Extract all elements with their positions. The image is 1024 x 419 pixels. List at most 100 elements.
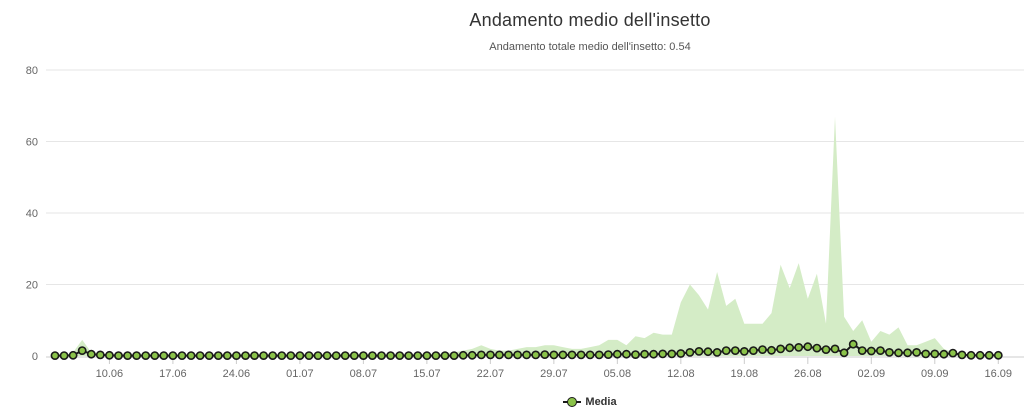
media-point xyxy=(367,351,377,360)
media-point xyxy=(803,342,813,352)
media-point xyxy=(295,351,305,360)
media-point xyxy=(77,346,87,355)
x-tick-label: 01.07 xyxy=(286,368,314,380)
media-point xyxy=(839,348,849,358)
media-point xyxy=(177,351,187,360)
media-point xyxy=(222,351,232,360)
media-point xyxy=(422,351,432,360)
media-point xyxy=(576,350,586,360)
media-point xyxy=(241,351,250,360)
media-point xyxy=(966,350,976,360)
media-point xyxy=(667,349,677,359)
media-point xyxy=(340,351,350,360)
x-tick-label: 24.06 xyxy=(223,368,251,380)
media-point xyxy=(612,349,622,359)
chart-subtitle: Andamento totale medio dell'insetto: 0.5… xyxy=(489,41,691,53)
legend[interactable]: Media xyxy=(0,396,1024,408)
media-point xyxy=(721,346,731,355)
media-point xyxy=(821,345,831,354)
media-point xyxy=(540,350,550,359)
media-point xyxy=(213,351,223,360)
media-point xyxy=(485,350,495,360)
media-point xyxy=(186,351,196,360)
media-point xyxy=(730,346,740,355)
media-point xyxy=(68,350,78,360)
media-point xyxy=(558,350,568,360)
x-tick-label: 16.09 xyxy=(985,368,1013,380)
y-tick-label: 0 xyxy=(32,351,38,363)
media-point xyxy=(685,347,695,357)
media-point xyxy=(123,351,132,360)
media-point xyxy=(440,351,450,360)
media-point xyxy=(286,351,296,360)
media-point xyxy=(957,350,967,360)
media-point xyxy=(984,350,994,360)
media-point xyxy=(231,351,241,360)
media-point xyxy=(386,351,395,360)
media-point xyxy=(105,350,114,360)
x-tick-label: 29.07 xyxy=(540,368,568,380)
media-point xyxy=(903,348,912,358)
media-point xyxy=(603,350,613,359)
media-point xyxy=(622,349,631,359)
media-point xyxy=(304,351,314,360)
media-point xyxy=(504,350,513,360)
media-point xyxy=(912,347,921,357)
media-point xyxy=(513,350,522,360)
media-point xyxy=(86,349,96,359)
media-point xyxy=(349,351,359,360)
media-point xyxy=(268,351,278,360)
media-point xyxy=(812,343,822,353)
x-tick-label: 08.07 xyxy=(350,368,378,380)
media-point xyxy=(921,349,931,359)
media-point xyxy=(857,346,867,355)
range-area-shape xyxy=(55,116,981,356)
x-tick-label: 26.08 xyxy=(794,368,822,380)
media-point xyxy=(776,344,785,354)
media-point xyxy=(640,349,649,359)
chart-title: Andamento medio dell'insetto xyxy=(469,10,711,30)
media-point xyxy=(358,351,368,360)
media-point xyxy=(50,351,60,360)
media-point xyxy=(467,350,477,360)
media-point xyxy=(694,346,704,356)
x-axis: 10.06 17.06 24.06 01.07 08.07 15.07 22.07 29.07… xyxy=(46,356,1024,380)
media-point xyxy=(767,345,776,355)
x-tick-label: 02.09 xyxy=(858,368,886,380)
media-point xyxy=(322,351,332,360)
media-point xyxy=(830,344,840,354)
media-point xyxy=(676,349,686,358)
x-tick-label: 10.06 xyxy=(96,368,124,380)
x-tick-label: 19.08 xyxy=(731,368,759,380)
media-point xyxy=(114,351,123,360)
x-tick-label: 15.07 xyxy=(413,368,441,380)
legend-label-media: Media xyxy=(585,396,617,409)
media-point xyxy=(567,350,577,360)
media-point xyxy=(758,345,767,354)
media-point xyxy=(631,350,640,359)
media-point xyxy=(876,346,885,355)
media-point xyxy=(331,351,341,360)
media-point xyxy=(458,350,468,360)
media-point xyxy=(948,348,958,358)
media-point xyxy=(168,351,178,360)
legend-marker-icon xyxy=(563,397,582,408)
series-media xyxy=(50,339,1003,360)
media-point xyxy=(531,350,541,360)
media-point xyxy=(204,351,214,360)
media-point xyxy=(975,350,985,360)
media-point xyxy=(277,351,287,360)
y-tick-label: 60 xyxy=(26,137,38,149)
media-point xyxy=(476,350,486,360)
media-point xyxy=(594,350,604,360)
media-point xyxy=(449,351,459,360)
media-point xyxy=(885,347,894,357)
media-point xyxy=(404,351,414,360)
x-tick-label: 09.09 xyxy=(921,368,949,380)
media-point xyxy=(59,351,69,360)
y-tick-label: 20 xyxy=(26,280,38,292)
media-point xyxy=(431,351,441,360)
media-point xyxy=(993,350,1003,360)
media-point xyxy=(848,339,858,349)
